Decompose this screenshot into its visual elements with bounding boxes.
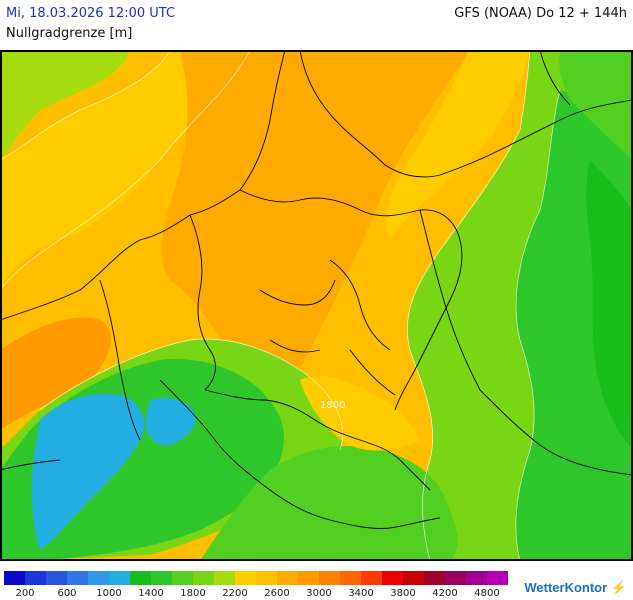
- legend-swatch: [403, 571, 424, 585]
- field-ne-yellow: [386, 52, 530, 240]
- contour-label: 1800: [320, 400, 345, 411]
- field-ne-corner: [559, 52, 631, 159]
- model-label: GFS (NOAA) Do 12 + 144h: [454, 6, 627, 21]
- legend-swatch: [172, 571, 193, 585]
- legend-tick-label: 600: [57, 588, 77, 599]
- legend-tick-label: 1400: [138, 588, 164, 599]
- legend-swatch: [25, 571, 46, 585]
- legend-swatch: [109, 571, 130, 585]
- legend-swatch: [298, 571, 319, 585]
- legend-tick-label: 2200: [222, 588, 248, 599]
- legend-swatch: [487, 571, 508, 585]
- legend-swatch: [319, 571, 340, 585]
- field-alps-cyan: [31, 393, 144, 550]
- legend-swatch: [130, 571, 151, 585]
- legend-swatch: [256, 571, 277, 585]
- field-alps-cyan-2: [145, 398, 196, 446]
- legend-swatch: [466, 571, 487, 585]
- field-east-darkgreen: [586, 160, 631, 448]
- field-center-orange: [161, 52, 469, 389]
- legend-swatch: [277, 571, 298, 585]
- freezing-level-map[interactable]: 1800: [0, 50, 633, 561]
- wetterkontor-logo: WetterKontor ⚡: [524, 580, 627, 595]
- legend-swatch: [88, 571, 109, 585]
- legend-tick-label: 3400: [348, 588, 374, 599]
- parameter-label: Nullgradgrenze [m]: [6, 26, 133, 41]
- legend-swatch: [151, 571, 172, 585]
- legend-swatch: [445, 571, 466, 585]
- legend-swatch: [382, 571, 403, 585]
- contour-line: [515, 89, 561, 559]
- legend-tick-label: 3000: [306, 588, 332, 599]
- contour-line: [406, 52, 531, 559]
- legend-tick-label: 1800: [180, 588, 206, 599]
- legend-tick-label: 1000: [96, 588, 122, 599]
- legend-swatch: [214, 571, 235, 585]
- contour-line: [2, 52, 250, 289]
- field-nw-green: [2, 52, 130, 158]
- color-legend: 200 600 1000 1400 1800 2200 2600 3000 3400 3800 42…: [4, 571, 514, 600]
- contour-line: [2, 52, 170, 160]
- field-se-green: [201, 446, 458, 559]
- legend-swatch: [193, 571, 214, 585]
- field-west-orange: [2, 317, 111, 429]
- legend-swatch: [340, 571, 361, 585]
- legend-tick-label: 4200: [432, 588, 458, 599]
- legend-tick-label: 200: [15, 588, 35, 599]
- legend-swatch: [4, 571, 25, 585]
- legend-swatch: [46, 571, 67, 585]
- contour-line: [39, 338, 343, 451]
- field-nw-yellow: [2, 52, 249, 287]
- borders: [2, 52, 631, 529]
- legend-swatch: [361, 571, 382, 585]
- legend-swatch: [67, 571, 88, 585]
- date-label: Mi, 18.03.2026 12:00 UTC: [6, 6, 176, 21]
- legend-swatch: [235, 571, 256, 585]
- legend-tick-label: 3800: [390, 588, 416, 599]
- legend-swatch: [424, 571, 445, 585]
- field-bavaria-yellow: [300, 375, 420, 451]
- legend-tick-label: 2600: [264, 588, 290, 599]
- logo-icon: ⚡: [610, 580, 627, 595]
- legend-tick-label: 4800: [474, 588, 500, 599]
